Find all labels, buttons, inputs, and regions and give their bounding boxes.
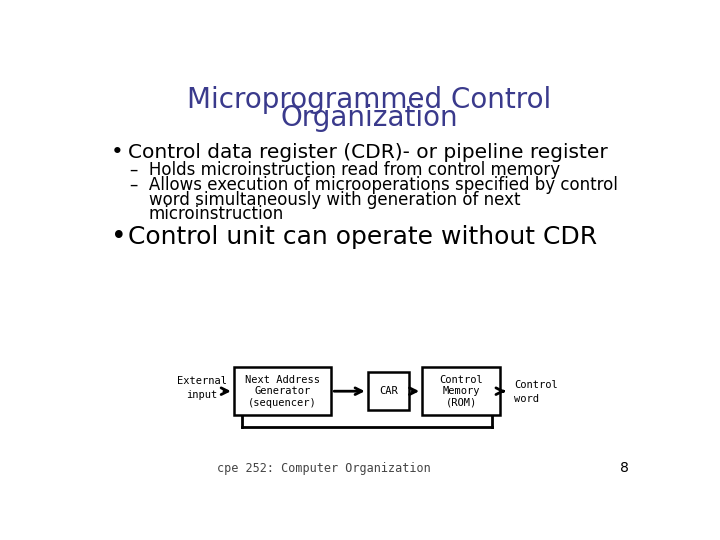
Text: •: • (111, 224, 127, 251)
Text: Control: Control (514, 380, 558, 390)
Text: Control
Memory
(ROM): Control Memory (ROM) (439, 375, 483, 408)
Text: microinstruction: microinstruction (148, 206, 284, 224)
Bar (234, 367, 331, 415)
Text: Control unit can operate without CDR: Control unit can operate without CDR (128, 225, 597, 249)
Text: –  Holds microinstruction read from control memory: – Holds microinstruction read from contr… (130, 160, 560, 179)
Text: cpe 252: Computer Organization: cpe 252: Computer Organization (217, 462, 431, 475)
Text: CAR: CAR (379, 386, 398, 396)
Text: •: • (111, 142, 124, 162)
Bar (422, 367, 500, 415)
Text: –  Allows execution of microoperations specified by control: – Allows execution of microoperations sp… (130, 177, 618, 194)
Text: Next Address
Generator
(sequencer): Next Address Generator (sequencer) (245, 375, 320, 408)
Bar (368, 373, 410, 410)
Text: Control data register (CDR)- or pipeline register: Control data register (CDR)- or pipeline… (128, 143, 608, 161)
Text: Microprogrammed Control: Microprogrammed Control (187, 86, 551, 114)
Text: 8: 8 (620, 461, 629, 475)
Text: input: input (186, 389, 217, 400)
Text: word simultaneously with generation of next: word simultaneously with generation of n… (148, 191, 520, 209)
Text: External: External (176, 376, 227, 386)
Text: Organization: Organization (280, 104, 458, 132)
Text: word: word (514, 394, 539, 404)
